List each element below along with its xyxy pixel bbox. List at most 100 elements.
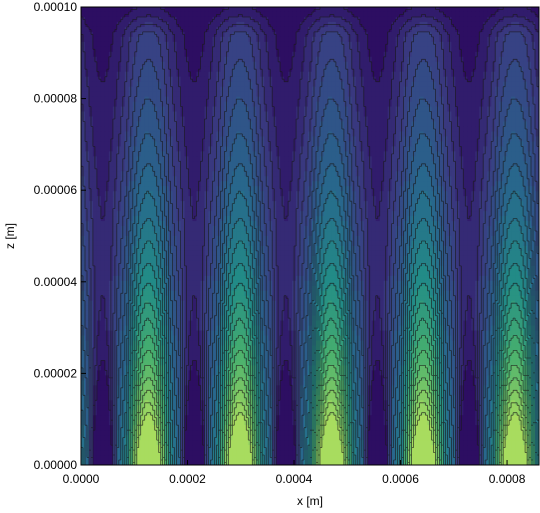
- contour-cell: [511, 206, 516, 212]
- contour-cell: [160, 86, 166, 93]
- contour-cell: [268, 126, 273, 133]
- contour-cell: [148, 31, 154, 38]
- contour-cell: [100, 51, 106, 58]
- contour-cell: [228, 171, 233, 177]
- contour-cell: [439, 26, 445, 33]
- contour-cell: [204, 56, 210, 63]
- contour-cell: [228, 21, 233, 28]
- contour-cell: [331, 7, 337, 13]
- contour-cell: [96, 11, 102, 18]
- contour-cell: [248, 71, 253, 78]
- contour-cell: [507, 46, 512, 53]
- contour-cell: [459, 121, 464, 128]
- contour-cell: [280, 61, 285, 68]
- contour-cell: [355, 211, 361, 217]
- contour-cell: [375, 191, 381, 197]
- contour-cell: [471, 106, 476, 113]
- contour-cell: [327, 206, 333, 212]
- contour-cell: [359, 126, 365, 133]
- contour-cell: [379, 7, 385, 13]
- contour-cell: [355, 96, 361, 103]
- contour-cell: [459, 91, 464, 98]
- contour-cell: [511, 91, 516, 98]
- contour-cell: [304, 121, 309, 128]
- contour-cell: [192, 141, 198, 147]
- contour-cell: [459, 96, 464, 103]
- contour-cell: [515, 66, 520, 73]
- contour-cell: [331, 66, 337, 73]
- contour-cell: [232, 81, 237, 88]
- contour-cell: [100, 191, 106, 197]
- contour-cell: [192, 176, 198, 182]
- contour-cell: [515, 7, 520, 13]
- contour-cell: [188, 7, 194, 13]
- contour-cell: [296, 56, 301, 63]
- contour-cell: [84, 201, 90, 207]
- contour-cell: [96, 41, 102, 48]
- contour-cell: [232, 91, 237, 98]
- contour-cell: [268, 106, 273, 113]
- contour-cell: [180, 146, 186, 152]
- contour-cell: [276, 81, 281, 88]
- contour-cell: [92, 106, 98, 113]
- contour-cell: [104, 216, 110, 222]
- contour-cell: [515, 71, 520, 78]
- contour-cell: [96, 91, 102, 98]
- contour-cell: [515, 151, 520, 157]
- contour-cell: [331, 41, 337, 48]
- contour-cell: [475, 191, 480, 197]
- contour-cell: [268, 11, 273, 18]
- contour-cell: [92, 131, 98, 138]
- contour-cell: [188, 21, 194, 28]
- contour-cell: [92, 121, 98, 128]
- contour-cell: [224, 111, 229, 118]
- contour-cell: [184, 36, 190, 43]
- contour-cell: [276, 36, 281, 43]
- contour-cell: [323, 51, 329, 58]
- contour-cell: [204, 11, 210, 18]
- contour-cell: [375, 11, 381, 18]
- contour-cell: [311, 11, 317, 18]
- contour-cell: [383, 31, 389, 38]
- contour-cell: [288, 211, 293, 217]
- contour-cell: [308, 141, 313, 147]
- contour-cell: [100, 171, 106, 177]
- contour-cell: [192, 61, 198, 68]
- contour-cell: [479, 136, 484, 143]
- contour-cell: [152, 121, 158, 128]
- contour-cell: [391, 171, 397, 177]
- contour-cell: [204, 16, 210, 23]
- contour-cell: [124, 26, 130, 33]
- contour-cell: [419, 111, 425, 118]
- contour-cell: [104, 156, 110, 162]
- contour-cell: [284, 46, 289, 53]
- contour-cell: [100, 7, 106, 13]
- contour-cell: [367, 11, 373, 18]
- contour-cell: [100, 46, 106, 53]
- contour-cell: [511, 181, 516, 187]
- contour-cell: [232, 216, 237, 222]
- contour-cell: [387, 66, 393, 73]
- contour-cell: [415, 11, 421, 18]
- contour-cell: [327, 121, 333, 128]
- contour-cell: [284, 16, 289, 23]
- contour-cell: [519, 156, 524, 162]
- contour-cell: [116, 11, 122, 18]
- contour-cell: [351, 111, 357, 118]
- contour-cell: [192, 86, 198, 93]
- contour-cell: [260, 7, 265, 13]
- contour-cell: [419, 61, 425, 68]
- contour-cell: [304, 61, 309, 68]
- contour-cell: [81, 151, 86, 157]
- contour-cell: [315, 121, 321, 128]
- contour-cell: [272, 181, 277, 187]
- contour-cell: [256, 11, 261, 18]
- contour-cell: [184, 71, 190, 78]
- contour-cell: [244, 36, 249, 43]
- contour-cell: [280, 81, 285, 88]
- contour-cell: [375, 66, 381, 73]
- contour-cell: [144, 46, 150, 53]
- contour-cell: [88, 96, 94, 103]
- contour-cell: [319, 196, 325, 202]
- contour-cell: [463, 16, 468, 23]
